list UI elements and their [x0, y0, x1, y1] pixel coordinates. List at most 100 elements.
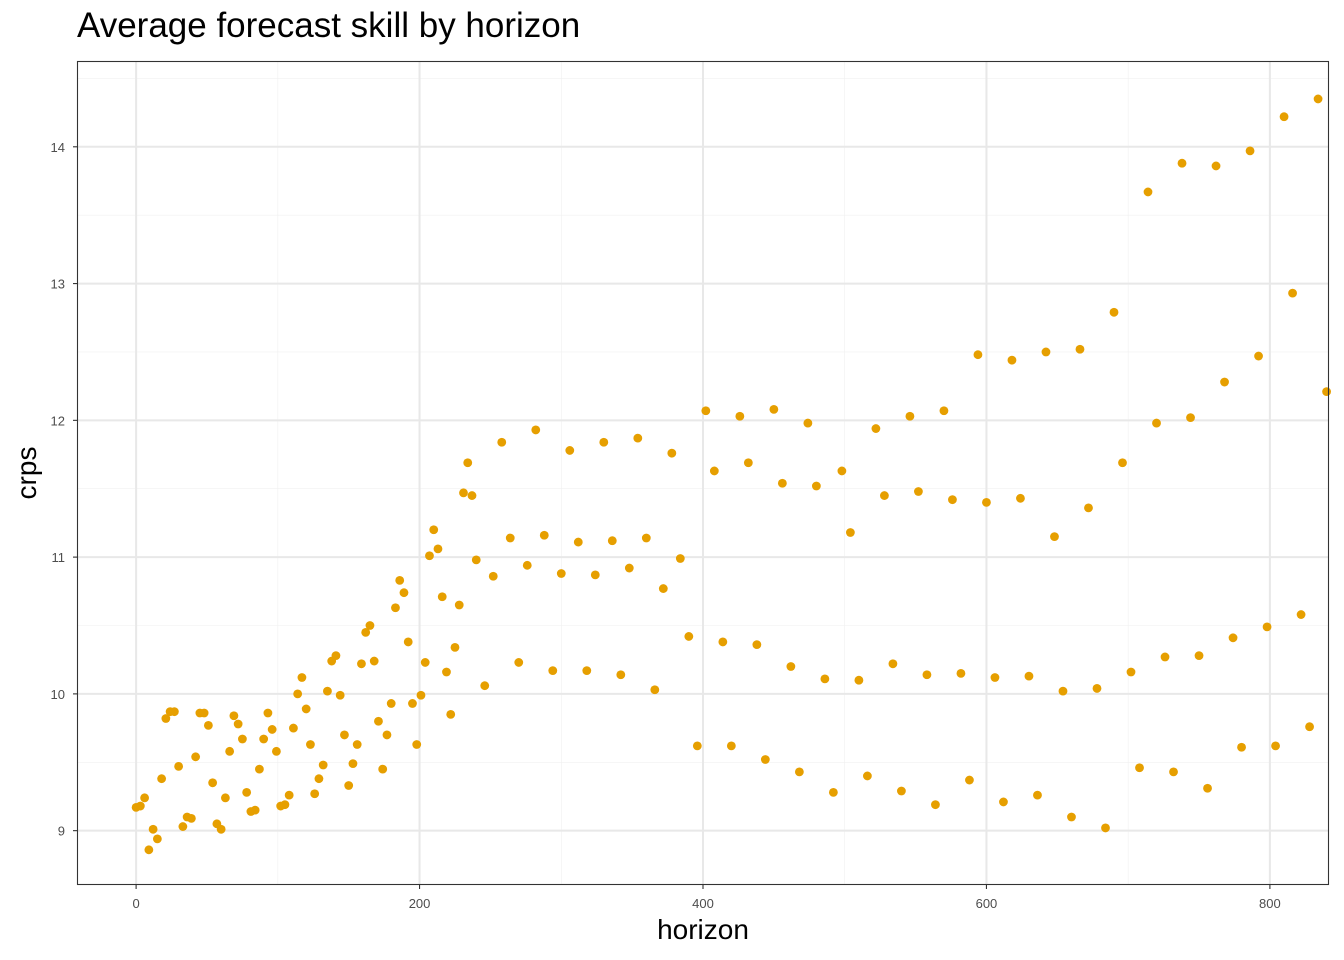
data-point — [255, 764, 264, 774]
data-point — [1203, 783, 1212, 793]
data-point — [692, 741, 702, 751]
data-point — [786, 662, 796, 671]
data-point — [599, 437, 609, 447]
data-point — [1313, 94, 1323, 104]
data-point — [1024, 671, 1034, 681]
data-point — [837, 466, 847, 476]
data-point — [263, 708, 273, 718]
data-point — [416, 690, 426, 700]
data-point — [1058, 686, 1068, 696]
x-axis-title: horizon — [657, 914, 749, 945]
data-point — [905, 411, 915, 421]
data-point — [811, 481, 821, 491]
data-point — [777, 478, 787, 488]
data-point — [374, 716, 383, 726]
data-point — [522, 560, 532, 570]
data-point — [306, 740, 315, 749]
data-point — [365, 621, 375, 630]
data-point — [1084, 503, 1093, 513]
data-point — [1262, 622, 1272, 632]
data-point — [888, 659, 898, 669]
data-point — [386, 699, 396, 708]
data-point — [433, 544, 443, 554]
data-point — [454, 600, 464, 610]
data-point — [1279, 112, 1289, 122]
data-point — [1109, 307, 1119, 317]
data-point — [161, 714, 171, 723]
y-tick-label: 13 — [51, 277, 65, 292]
data-point — [318, 760, 328, 770]
data-point — [956, 668, 966, 678]
data-point — [310, 789, 320, 799]
data-point — [152, 834, 162, 844]
data-point — [488, 571, 498, 581]
data-point — [573, 537, 583, 547]
data-point — [314, 774, 324, 784]
data-point — [1194, 651, 1204, 660]
data-point — [845, 528, 855, 537]
data-point — [497, 437, 507, 447]
data-point — [340, 730, 349, 740]
data-point — [726, 741, 736, 751]
data-point — [624, 563, 634, 573]
data-point — [463, 458, 473, 468]
data-point — [1067, 812, 1076, 822]
x-tick-label: 600 — [976, 896, 998, 911]
data-point — [242, 787, 252, 797]
data-point — [1322, 387, 1331, 397]
y-axis-title: crps — [11, 447, 42, 500]
data-point — [220, 793, 230, 803]
data-point — [1143, 187, 1153, 197]
data-point — [718, 637, 728, 647]
data-point — [871, 424, 881, 433]
data-point — [1169, 767, 1178, 777]
data-point — [267, 725, 277, 734]
data-point — [1007, 355, 1017, 365]
data-point — [505, 533, 515, 543]
data-point — [1101, 823, 1110, 833]
x-tick-label: 400 — [692, 896, 714, 911]
data-point — [897, 786, 906, 796]
data-point — [1288, 288, 1297, 298]
data-point — [931, 800, 940, 810]
data-point — [297, 673, 307, 682]
data-point — [331, 651, 341, 660]
data-point — [357, 659, 366, 669]
data-point — [607, 536, 617, 546]
data-point — [1305, 722, 1314, 732]
y-tick-label: 9 — [58, 824, 65, 839]
data-point — [378, 764, 388, 774]
chart-title: Average forecast skill by horizon — [77, 6, 581, 45]
data-point — [590, 570, 600, 580]
data-point — [169, 707, 179, 717]
data-point — [408, 699, 417, 708]
data-point — [1092, 684, 1102, 693]
data-point — [382, 730, 392, 740]
data-point — [769, 405, 779, 414]
data-point — [999, 797, 1008, 807]
data-point — [973, 350, 983, 360]
data-points — [131, 94, 1331, 855]
data-point — [939, 406, 949, 416]
data-point — [284, 790, 294, 800]
data-point — [1033, 790, 1042, 800]
data-point — [467, 491, 477, 500]
data-point — [709, 466, 719, 476]
x-tick-label: 800 — [1259, 896, 1281, 911]
y-tick-label: 12 — [51, 413, 65, 428]
data-point — [667, 448, 677, 458]
data-point — [369, 656, 379, 666]
data-point — [135, 801, 145, 811]
data-point — [1016, 493, 1025, 503]
data-point — [395, 575, 405, 585]
data-point — [922, 670, 932, 680]
data-point — [323, 686, 332, 696]
y-tick-label: 10 — [51, 687, 65, 702]
data-point — [1296, 610, 1306, 619]
data-point — [399, 588, 409, 598]
data-point — [450, 642, 460, 652]
data-point — [471, 555, 481, 565]
data-point — [633, 433, 643, 443]
data-point — [743, 458, 753, 468]
